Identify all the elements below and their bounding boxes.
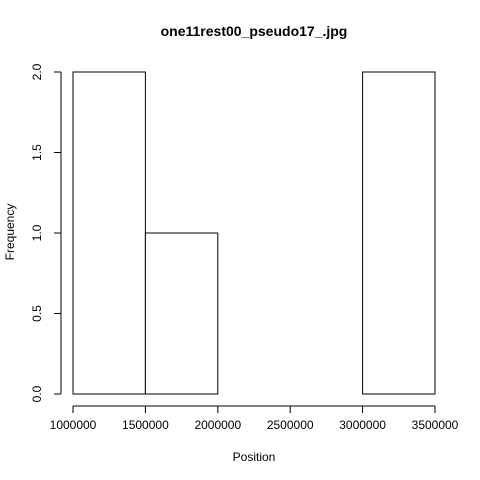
x-tick-label-4: 3000000 bbox=[339, 418, 386, 432]
histogram-bar-1 bbox=[144, 232, 219, 395]
y-tick-label-4: 2.0 bbox=[30, 63, 44, 80]
x-tick-label-1: 1500000 bbox=[122, 418, 169, 432]
histogram-bar-4 bbox=[362, 71, 436, 395]
x-tick-label-2: 2000000 bbox=[194, 418, 241, 432]
y-tick-label-3: 1.5 bbox=[30, 144, 44, 161]
x-axis-label: Position bbox=[233, 450, 276, 464]
histogram-bar-0 bbox=[72, 71, 146, 395]
histogram-bars bbox=[72, 71, 436, 395]
y-axis: 0.0 0.5 1.0 1.5 2.0 bbox=[30, 63, 62, 402]
x-tick-label-3: 2500000 bbox=[267, 418, 314, 432]
chart-title: one11rest00_pseudo17_.jpg bbox=[161, 23, 348, 39]
x-tick-label-0: 1000000 bbox=[50, 418, 97, 432]
y-tick-label-1: 0.5 bbox=[30, 305, 44, 322]
y-axis-label: Frequency bbox=[3, 204, 17, 261]
x-axis: 1000000 1500000 2000000 2500000 3000000 35000… bbox=[50, 405, 459, 432]
y-tick-label-0: 0.0 bbox=[30, 385, 44, 402]
x-tick-label-5: 3500000 bbox=[412, 418, 459, 432]
y-tick-label-2: 1.0 bbox=[30, 224, 44, 241]
